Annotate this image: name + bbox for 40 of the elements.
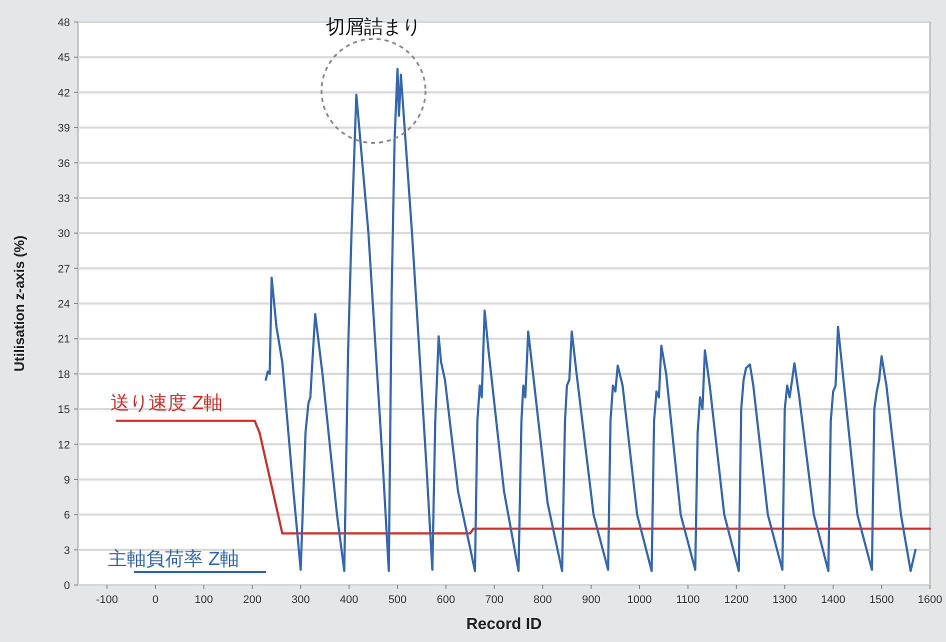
y-tick-label: 33 [58, 192, 70, 205]
x-tick-label: 1000 [627, 594, 652, 606]
y-tick-label: 15 [58, 404, 70, 416]
x-tick-label: 600 [436, 594, 456, 606]
y-tick-label: 18 [58, 368, 70, 381]
x-tick-label: 700 [485, 594, 504, 606]
y-tick-label: 42 [58, 87, 70, 100]
y-tick-label: 9 [64, 474, 70, 486]
x-tick-label: -100 [96, 594, 118, 606]
x-tick-label: 900 [582, 594, 600, 606]
annotation: 切屑詰まり [326, 16, 421, 38]
x-tick-label: 1500 [869, 594, 894, 606]
x-axis-title: Record ID [466, 616, 542, 633]
y-tick-label: 0 [64, 580, 70, 592]
text: 主軸負荷率 Z軸 [108, 548, 239, 570]
x-tick-label: 1200 [724, 594, 749, 606]
x-tick-label: 500 [388, 594, 407, 606]
x-tick-label: 1600 [918, 594, 942, 606]
y-tick-label: 36 [58, 158, 70, 170]
y-tick-label: 12 [58, 439, 70, 452]
series-label: 送り速度 Z軸 [110, 392, 223, 414]
y-axis-title: Utilisation z-axis (%) [11, 235, 27, 372]
y-tick-label: 39 [58, 122, 70, 135]
x-tick-label: 100 [194, 594, 214, 606]
y-tick-label: 27 [58, 263, 70, 276]
x-tick-label: 400 [340, 594, 358, 606]
y-tick-label: 3 [64, 544, 70, 557]
y-tick-label: 30 [58, 228, 70, 240]
x-tick-label: 1400 [820, 594, 846, 606]
y-tick-label: 24 [58, 298, 70, 310]
y-tick-label: 21 [58, 334, 70, 346]
y-tick-label: 6 [64, 510, 70, 522]
y-tick-label: 48 [58, 17, 70, 29]
x-tick-label: 1100 [676, 594, 700, 606]
x-tick-label: 800 [534, 594, 552, 606]
x-tick-label: 0 [152, 594, 159, 606]
x-tick-label: 200 [243, 594, 262, 606]
x-tick-label: 300 [292, 594, 310, 606]
x-tick-label: 1300 [772, 594, 798, 606]
y-tick-label: 45 [58, 52, 70, 64]
